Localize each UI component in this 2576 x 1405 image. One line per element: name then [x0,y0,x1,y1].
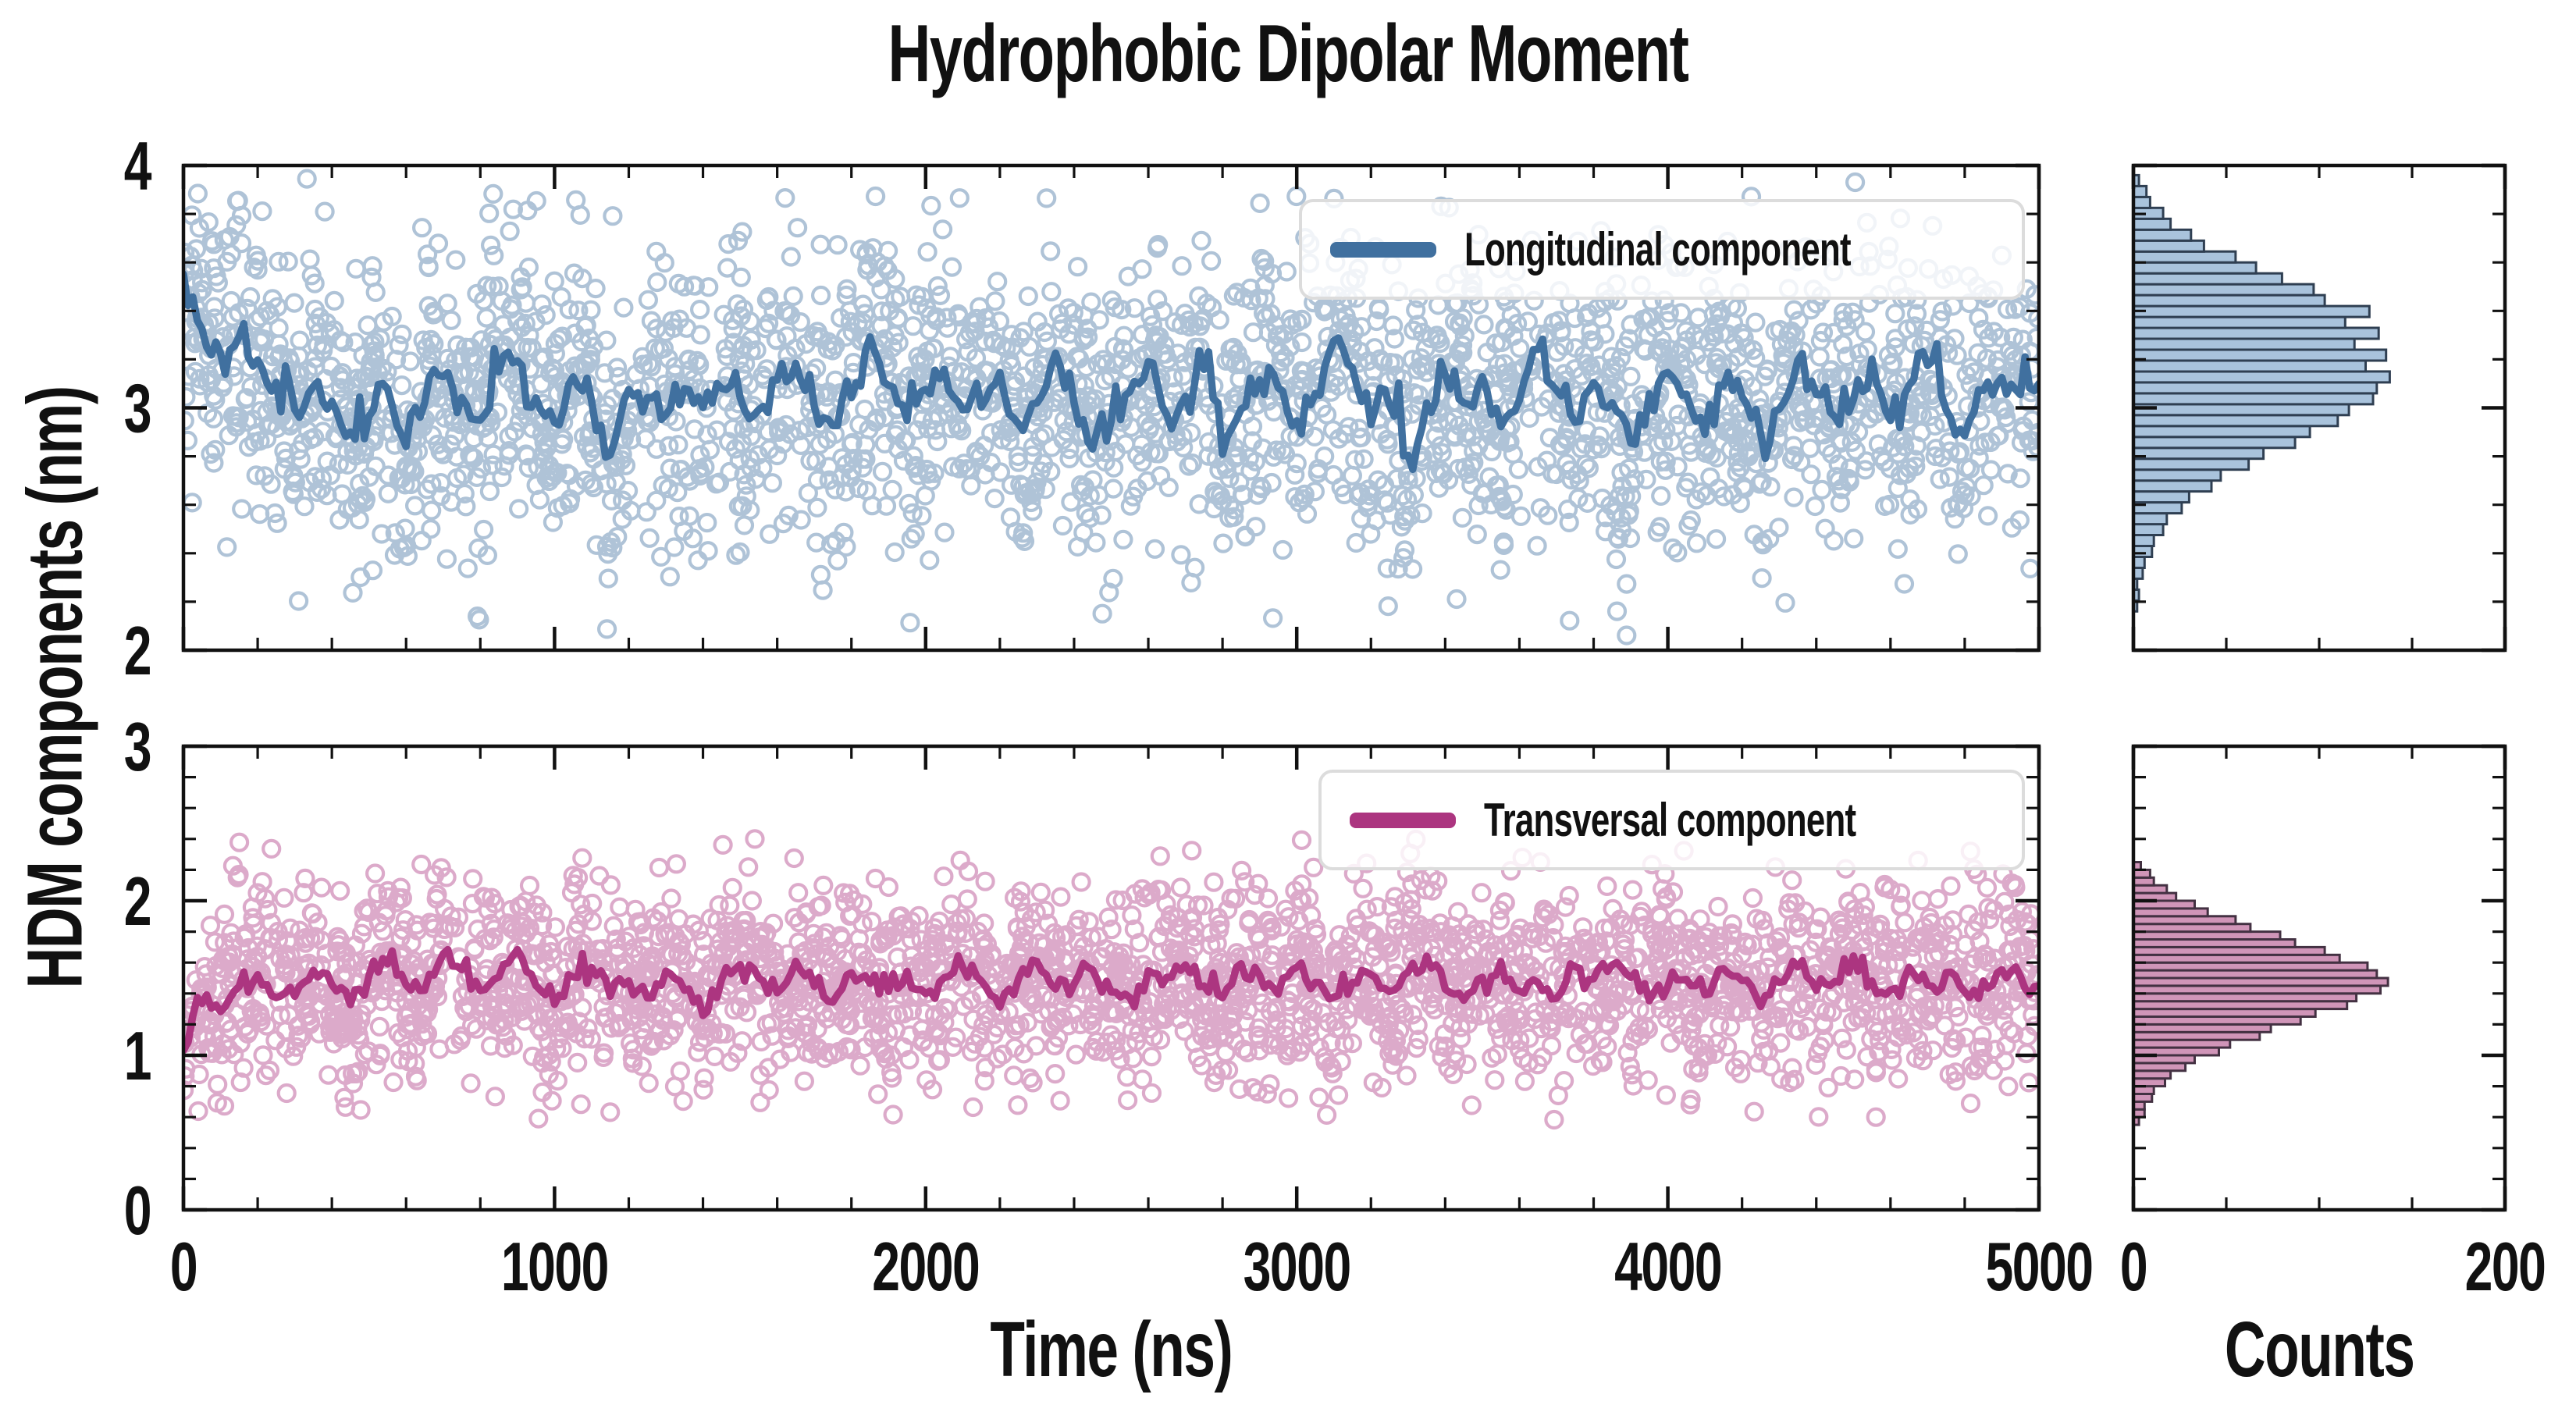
histogram-bar [2132,545,2154,558]
histogram-bar [2132,184,2148,198]
histogram-bar [2132,261,2258,275]
tick-label: 4000 [1614,1229,1721,1305]
histogram-bar [2132,457,2250,471]
panel-spines [181,744,2041,1212]
histogram-bar [2132,239,2205,253]
panel-spines [2131,163,2507,653]
histogram-bars [2132,173,2391,613]
histogram-bar [2132,446,2265,461]
running-average-line [183,945,2039,1055]
histogram-bar [2132,250,2237,264]
histogram-bar [2132,381,2379,395]
longitudinal-histogram-panel [2131,163,2507,653]
histogram-bar [2132,523,2165,536]
legend-line-swatch-longitudinal [1330,241,1437,258]
tick-label: 3 [124,371,151,447]
legend-label-longitudinal: Longitudinal component [1464,223,1852,276]
tick-label: 0 [124,1172,151,1249]
running-average-line [183,270,2039,474]
minor-ticks [183,165,2039,650]
legend-transversal: Transversal component [1318,770,2025,870]
histogram-bar [2132,283,2315,297]
histogram-bar [2132,348,2388,362]
histogram-bar [2132,326,2380,340]
tick-label: 200 [2465,1229,2546,1305]
legend-line-swatch-transversal [1350,812,1457,828]
longitudinal-timeseries-panel: 2 3 4 [124,128,2041,689]
histogram-bar [2132,195,2151,209]
histogram-bar [2132,534,2155,547]
tick-label: 5000 [1985,1229,2092,1305]
histogram-bar [2132,414,2339,428]
histogram-bar [2132,392,2375,406]
histogram-bar [2132,436,2297,450]
tick-label: 4 [124,128,152,205]
histogram-bar [2132,468,2222,482]
histogram-bar [2132,490,2190,504]
histogram-bar [2132,272,2283,286]
data-layer [183,829,2039,1130]
histogram-bar [2132,228,2193,242]
histogram-bar [2132,479,2213,493]
tick-label: 3 [124,709,151,785]
x-axis-label-counts: Counts [2224,1306,2415,1393]
histogram-bar [2132,359,2367,373]
tick-label: 0 [170,1229,197,1305]
histogram-bar [2132,217,2172,231]
panel-spines [2131,744,2507,1212]
minor-ticks [183,746,2039,1210]
histogram-bar [2132,304,2371,318]
x-axis-label-time: Time (ns) [990,1306,1233,1393]
histogram-bar [2132,315,2347,329]
chart-title: Hydrophobic Dipolar Moment [0,8,2576,101]
tick-label: 3000 [1244,1229,1350,1305]
histogram-bar [2132,512,2169,526]
tick-label: 0 [2120,1229,2147,1305]
tick-label: 2 [124,863,151,940]
transversal-histogram-panel: 0 200 [2120,744,2546,1305]
histogram-bar [2132,403,2350,417]
histogram-bar [2132,293,2326,308]
tick-label: 1 [124,1018,151,1094]
tick-label: 2000 [872,1229,979,1305]
chart-title-text: Hydrophobic Dipolar Moment [888,9,1689,99]
histogram-bar [2132,370,2391,384]
y-axis-label: HDM components (nm) [11,386,99,989]
transversal-timeseries-panel: 0 1 2 3 0 1000 2000 3000 4000 5000 [124,709,2094,1305]
minor-ticks [2133,165,2505,650]
histogram-bars [2132,861,2389,1126]
minor-ticks [2133,746,2505,1210]
tick-label: 1000 [501,1229,608,1305]
histogram-bar [2132,425,2311,439]
tick-label: 2 [124,613,151,689]
histogram-bar [2132,337,2356,351]
panel-spines [181,163,2041,653]
legend-label-transversal: Transversal component [1484,794,1856,846]
scatter-points [183,829,2039,1130]
legend-longitudinal: Longitudinal component [1299,199,2025,300]
